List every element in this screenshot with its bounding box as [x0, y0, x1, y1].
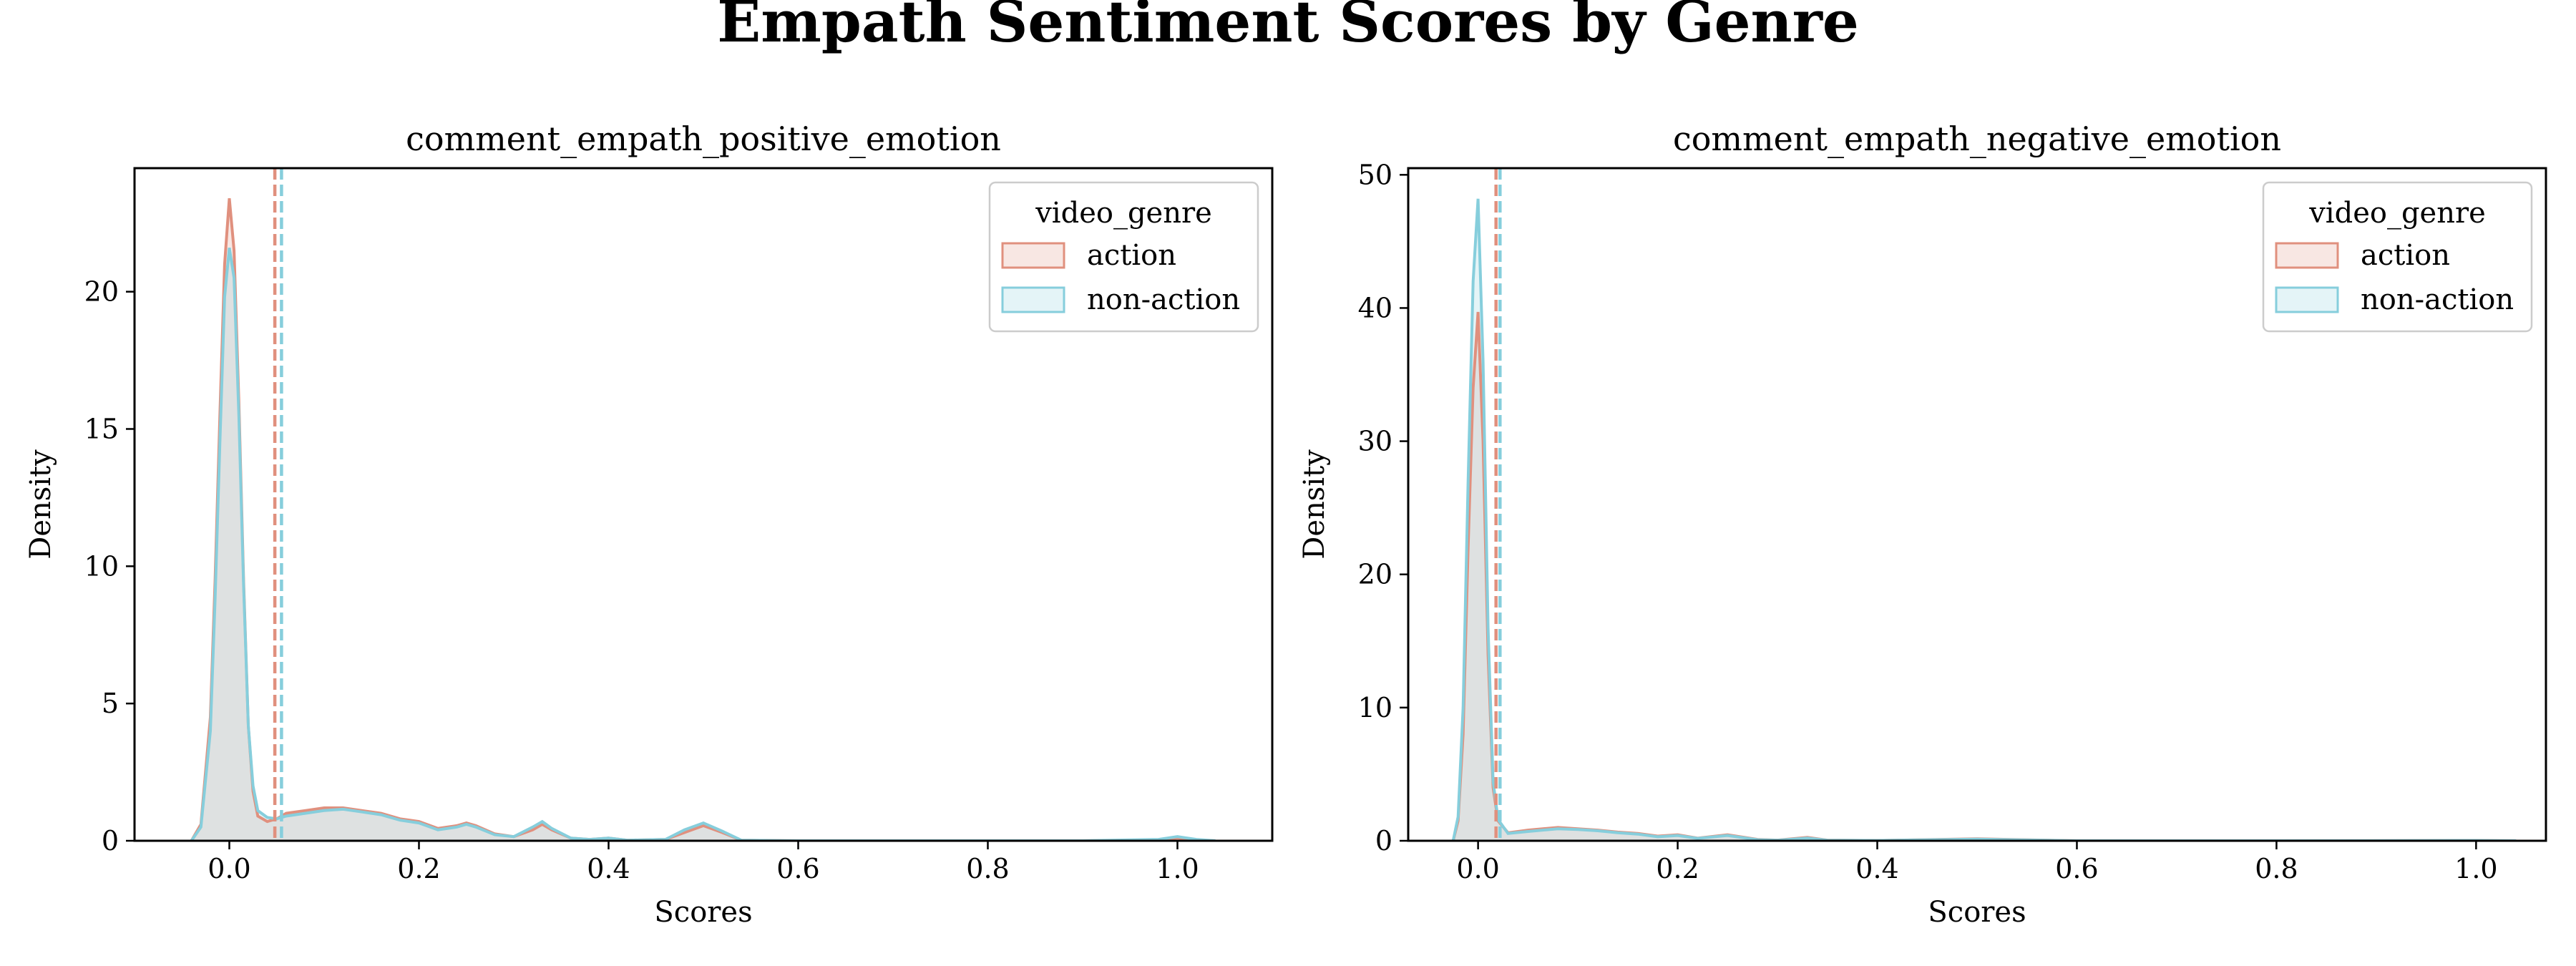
x-tick-label: 1.0 — [2454, 853, 2497, 884]
legend-title: video_genre — [2308, 197, 2486, 230]
x-tick-label: 0.2 — [397, 853, 440, 884]
y-tick-label: 50 — [1358, 159, 1392, 190]
legend-label-action: action — [1087, 239, 1176, 272]
y-tick-label: 30 — [1358, 426, 1392, 457]
axes-title: comment_empath_positive_emotion — [406, 119, 1001, 158]
legend-swatch-action — [2275, 242, 2339, 269]
legend-title: video_genre — [1035, 197, 1212, 230]
x-axis-label: Scores — [1928, 896, 2026, 929]
legend-box — [988, 181, 1259, 333]
legend-label-non-action: non-action — [2361, 283, 2514, 316]
y-tick-label: 20 — [1358, 559, 1392, 590]
y-tick-label: 20 — [84, 276, 119, 308]
axes-title: comment_empath_negative_emotion — [1673, 119, 2281, 158]
x-axis-label: Scores — [654, 896, 752, 929]
figure-suptitle: Empath Sentiment Scores by Genre — [717, 0, 1859, 55]
x-tick-label: 0.0 — [1456, 853, 1499, 884]
x-tick-label: 0.6 — [2055, 853, 2098, 884]
y-tick-label: 10 — [1358, 692, 1392, 723]
x-tick-label: 0.2 — [1656, 853, 1699, 884]
density-line-action — [1451, 311, 2517, 841]
x-tick-label: 0.8 — [2255, 853, 2298, 884]
x-tick-label: 0.4 — [1855, 853, 1898, 884]
x-tick-label: 0.4 — [587, 853, 630, 884]
x-tick-label: 0.0 — [208, 853, 250, 884]
axes-frame — [133, 167, 1274, 842]
density-fill-non-action — [191, 248, 1216, 841]
legend-swatch-action — [1001, 242, 1065, 269]
legend-label-action: action — [2361, 239, 2450, 272]
axes-frame — [1407, 167, 2547, 842]
density-fill-action — [1453, 312, 2517, 841]
legend-swatch-non-action — [1001, 286, 1065, 313]
y-axis-label: Density — [1298, 449, 1331, 560]
y-tick-label: 15 — [84, 413, 119, 444]
x-tick-label: 1.0 — [1156, 853, 1199, 884]
y-tick-label: 0 — [102, 825, 119, 857]
chart-positive-emotion: 0.0 0.2 0.4 0.6 0.8 1.0 0 5 10 15 20 comment_empath… — [24, 119, 1274, 929]
chart-negative-emotion: 0.0 0.2 0.4 0.6 0.8 1.0 0 10 20 30 40 50 comment_emp… — [1298, 119, 2547, 929]
y-tick-label: 0 — [1375, 825, 1392, 857]
y-tick-label: 10 — [84, 550, 119, 582]
y-tick-label: 5 — [102, 688, 119, 719]
density-line-non-action — [190, 247, 1216, 841]
legend-label-non-action: non-action — [1087, 283, 1240, 316]
y-tick-label: 40 — [1358, 292, 1392, 323]
y-axis-label: Density — [24, 449, 57, 560]
legend-swatch-non-action — [2275, 286, 2339, 313]
x-tick-label: 0.8 — [966, 853, 1009, 884]
legend-box — [2262, 181, 2533, 333]
x-tick-label: 0.6 — [776, 853, 819, 884]
